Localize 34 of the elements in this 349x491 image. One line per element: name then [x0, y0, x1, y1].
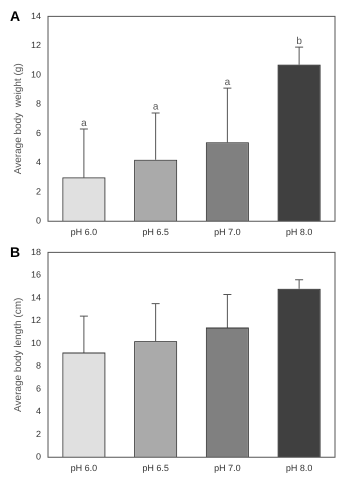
chart-title: A	[10, 8, 20, 24]
y-tick-label: 0	[36, 216, 42, 226]
y-tick-label: 10	[30, 338, 42, 348]
x-tick-label: pH 8.0	[286, 227, 312, 238]
y-tick-label: 14	[30, 292, 42, 302]
y-tick-label: 8	[36, 360, 42, 371]
chart-title: B	[10, 244, 20, 260]
x-tick-label: pH 6.0	[70, 463, 98, 474]
y-axis-title: Average body weight (g)	[12, 63, 24, 174]
y-tick-label: 10	[30, 69, 42, 80]
x-tick-label: pH 6.5	[142, 463, 169, 474]
y-tick-label: 2	[36, 428, 42, 439]
x-tick-label: pH 6.5	[142, 227, 169, 238]
y-axis-title: Average body length (cm)	[12, 298, 24, 412]
x-tick-label: pH 6.0	[70, 227, 98, 238]
y-tick-label: 4	[36, 157, 42, 168]
annotation: a	[224, 76, 231, 88]
y-tick-label: 8	[36, 98, 42, 109]
y-tick-label: 6	[36, 383, 42, 394]
x-tick-label: pH 7.0	[214, 463, 241, 474]
y-tick-label: 12	[30, 40, 42, 50]
y-tick-label: 18	[30, 246, 42, 257]
y-tick-label: 6	[36, 128, 42, 138]
y-tick-label: 2	[36, 186, 42, 196]
y-tick-label: 4	[36, 406, 42, 416]
x-tick-label: pH 7.0	[214, 227, 241, 238]
annotation: a	[81, 118, 88, 129]
annotation: b	[296, 36, 302, 47]
y-tick-label: 12	[30, 315, 42, 326]
y-tick-label: 14	[30, 10, 42, 21]
annotation: a	[152, 102, 159, 113]
y-tick-label: 16	[30, 270, 42, 280]
y-tick-label: 0	[36, 452, 42, 462]
x-tick-label: pH 8.0	[286, 463, 312, 474]
